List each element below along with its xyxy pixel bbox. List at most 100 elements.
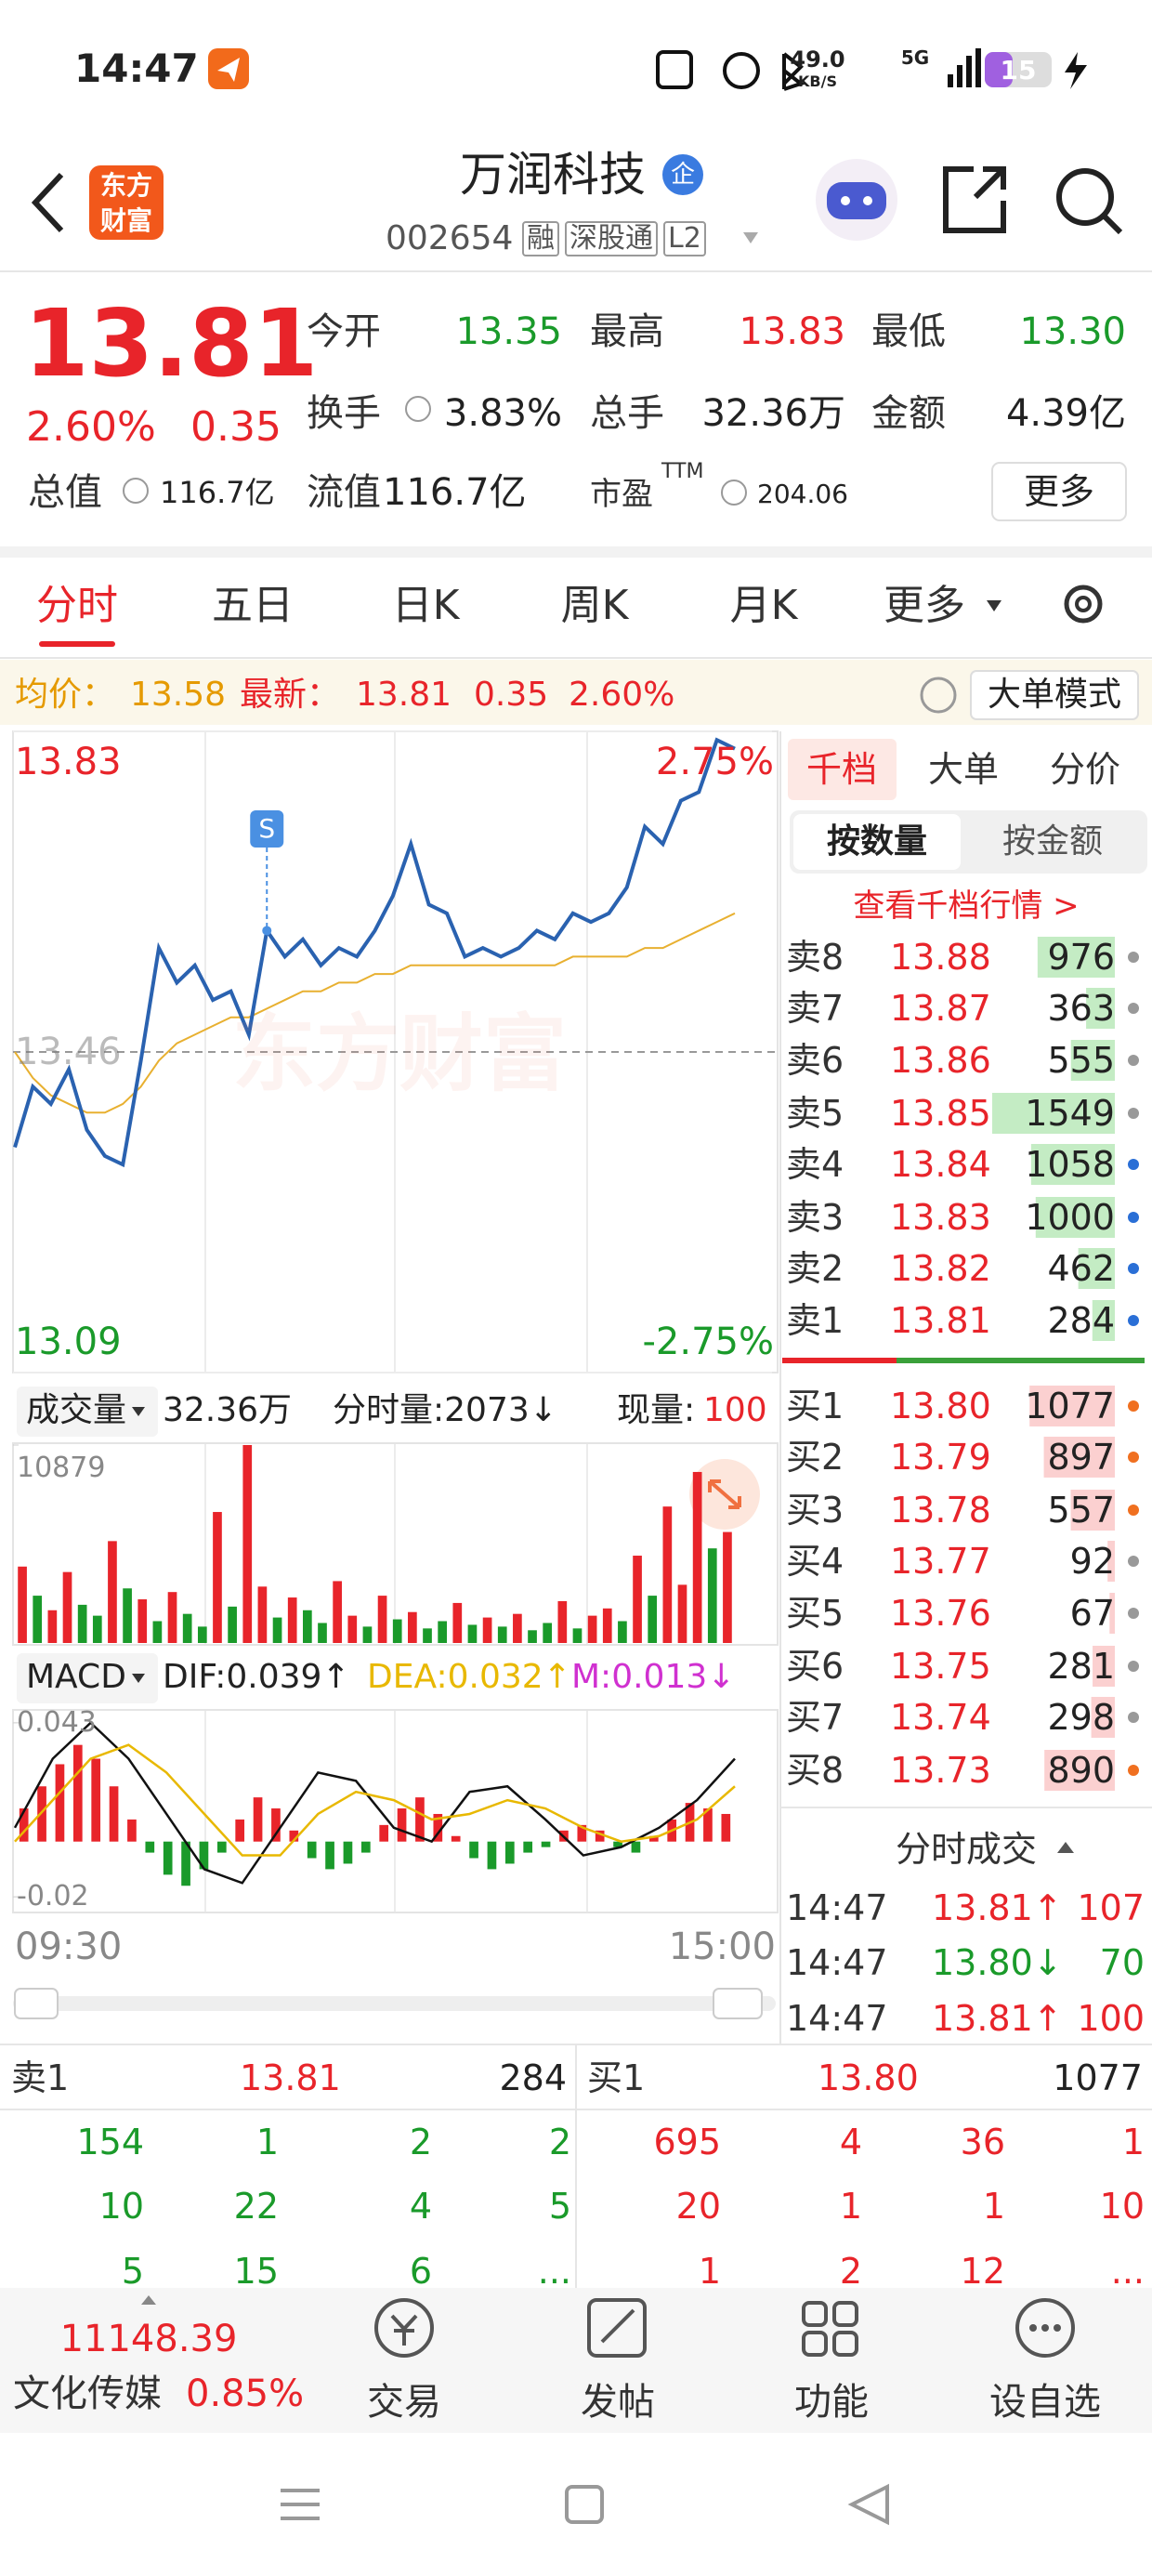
macd-bar [271,1808,281,1842]
text: 企 [670,161,696,189]
text[interactable]: 11148.39 [59,2318,238,2360]
volume-bar [1086,988,1115,1029]
text: 284 [1047,1300,1115,1341]
text: 流值 [307,471,381,514]
text[interactable]: 成交量 [26,1391,127,1429]
order-size: 1 [1121,2122,1145,2162]
stat-label: 今开 [307,310,381,353]
macd-bar [145,1841,155,1853]
order-size: 695 [653,2122,721,2162]
macd-bar [216,1841,227,1853]
macd-bar [109,1786,119,1842]
y-tick-label: 13.09 [15,1321,122,1363]
tab[interactable]: 周K [560,582,629,629]
text: 555 [1047,1040,1115,1081]
macd-dif [13,1721,736,1885]
volume-bar [287,1597,297,1643]
order-size: 2 [409,2122,432,2162]
text: 1058 [1025,1144,1115,1185]
text: 116.7亿 [383,471,527,514]
book-subtab[interactable]: 按金额 [1001,822,1104,861]
book-tab[interactable]: 千档 [805,749,878,790]
tab[interactable]: 月K [729,582,798,629]
text: 49.0 [790,46,845,72]
volume-bar [77,1604,87,1643]
text: 284 [499,2057,567,2098]
text: DEA:0.032↑ [367,1658,571,1696]
volume-bar [228,1606,237,1643]
tab[interactable]: 更多 [884,582,965,629]
tab[interactable]: 日K [391,582,460,629]
tab[interactable]: 分时 [36,582,118,629]
link[interactable]: 查看千档行情 > [853,887,1080,925]
back-button[interactable] [31,172,64,233]
text: 13.88 [890,937,991,978]
mode-button[interactable] [970,670,1139,720]
text: 分时成交 [895,1829,1038,1870]
volume-bar [648,1596,658,1643]
dot [1128,952,1139,963]
volume-bar [1035,1197,1115,1238]
order-size: 2 [839,2251,862,2292]
text: 15 [1000,55,1037,85]
scrollbar[interactable] [13,1996,776,2011]
more-button-label[interactable]: 更多 [1023,471,1095,512]
text[interactable]: MACD [26,1658,126,1696]
volume-bar [1109,1593,1115,1634]
text: 买1 [786,1386,844,1426]
text: 976 [1047,937,1115,978]
macd-bar [37,1786,46,1842]
volume-bar [677,1584,687,1643]
order-size: 4 [409,2186,432,2227]
clock: 14:47 [74,46,199,91]
book-tab[interactable]: 大单 [927,749,1000,790]
macd-bar [631,1841,641,1853]
nav-item[interactable]: 功能 [794,2381,869,2424]
text[interactable]: 大单模式 [987,676,1122,714]
volume-bar [347,1615,358,1643]
text: 0.35 [474,676,549,714]
text: 5G [900,46,930,69]
y-tick-label: 10879 [17,1452,106,1484]
text: 14:47 [786,1998,888,2039]
text: 13.79 [890,1437,991,1478]
order-size: 5 [121,2251,144,2292]
book-tab[interactable]: 分价 [1049,749,1121,790]
more-button[interactable] [991,462,1127,521]
volume-bar [723,1531,732,1643]
text: 财富 [99,205,153,236]
order-size: 1 [839,2186,862,2227]
volume-bar [1078,1248,1115,1289]
text: 13.80 [818,2057,919,2098]
text: 东方财富 [232,1005,567,1103]
volume-bar [392,1619,402,1643]
text: 买4 [786,1541,844,1582]
tab[interactable]: 五日 [212,582,294,629]
volume-bar [1030,1144,1115,1185]
stat-value: 13.83 [739,310,845,353]
book-subtab[interactable]: 按数量 [826,822,928,861]
nav-item[interactable]: 发帖 [581,2381,655,2424]
macd-bar [703,1808,713,1842]
macd-bar [19,1808,29,1842]
text: KB/S [798,72,837,90]
nav-item[interactable]: 设自选 [989,2381,1101,2424]
nav-item[interactable]: 交易 [367,2381,441,2424]
text: DIF:0.039↑ [163,1658,350,1696]
text: 281 [1047,1646,1115,1687]
settings-button[interactable] [1064,585,1103,624]
search-button[interactable] [1056,168,1114,226]
macd-bar [595,1830,605,1842]
dot [1128,1263,1139,1274]
stat-value: 3.83% [443,392,562,435]
share-button[interactable] [943,166,1006,233]
volume-bar [572,1628,583,1643]
marker-dot [262,926,272,936]
volume-bar [1070,1040,1115,1081]
text[interactable]: 0.85% [186,2372,305,2415]
stat-value: 13.30 [1019,310,1126,353]
text: 890 [1047,1750,1115,1791]
text[interactable]: 文化传媒 [13,2372,162,2415]
